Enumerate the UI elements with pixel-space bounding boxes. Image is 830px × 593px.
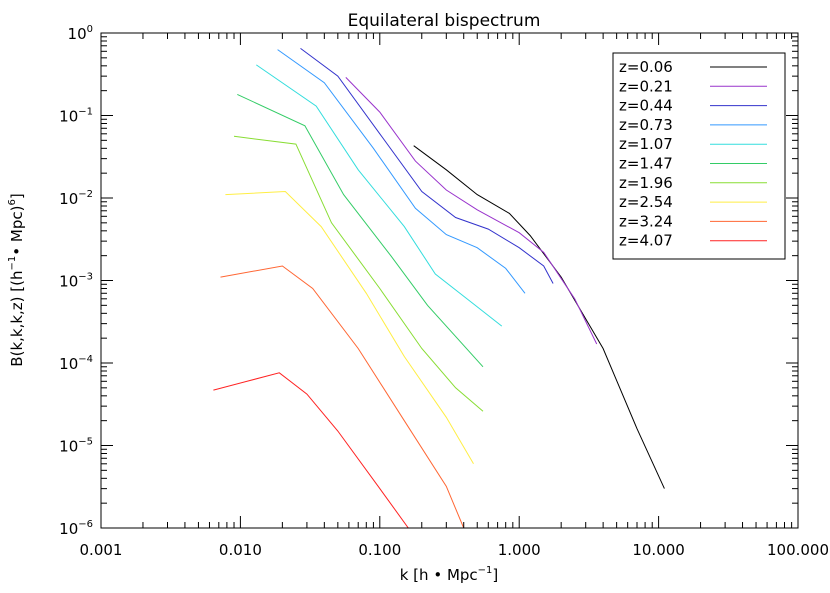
x-tick-label: 0.100 xyxy=(358,541,401,559)
series-line-9 xyxy=(213,372,409,528)
legend-label-8: z=3.24 xyxy=(619,212,673,230)
legend: z=0.06z=0.21 z=0.44z=0.73z=1.07 z=1.47z=1.… xyxy=(612,52,786,260)
legend-label-9: z=4.07 xyxy=(619,232,673,250)
legend-label-4: z=1.07 xyxy=(619,135,673,153)
x-tick-label: 100.000 xyxy=(767,541,829,559)
legend-label-3: z=0.73 xyxy=(619,116,673,134)
series-line-6 xyxy=(233,135,484,412)
series-line-2 xyxy=(300,47,554,284)
series-line-8 xyxy=(220,265,465,528)
series-line-4 xyxy=(256,64,503,327)
series-line-7 xyxy=(225,190,474,465)
x-tick-label: 10.000 xyxy=(632,541,685,559)
series-line-3 xyxy=(277,49,526,294)
y-tick-label: 10−1 xyxy=(59,107,93,126)
x-tick-label: 0.001 xyxy=(80,541,123,559)
legend-label-1: z=0.21 xyxy=(619,77,673,95)
series-line-5 xyxy=(237,93,484,368)
y-tick-label: 10−4 xyxy=(59,354,93,373)
legend-label-6: z=1.96 xyxy=(619,174,673,192)
x-tick-label: 1.000 xyxy=(498,541,541,559)
y-axis-label: B(k,k,k,z) [(h−1• Mpc)6] xyxy=(7,193,26,366)
legend-box xyxy=(612,52,786,260)
y-tick-label: 100 xyxy=(68,24,93,43)
legend-label-0: z=0.06 xyxy=(619,58,673,76)
series-line-0 xyxy=(413,145,665,489)
x-tick-label: 0.010 xyxy=(219,541,262,559)
y-tick-label: 10−3 xyxy=(59,272,93,291)
y-tick-label: 10−5 xyxy=(59,437,93,456)
legend-label-2: z=0.44 xyxy=(619,97,673,115)
chart-title: Equilateral bispectrum xyxy=(348,11,541,31)
y-tick-label: 10−2 xyxy=(59,189,93,208)
legend-label-7: z=2.54 xyxy=(619,193,673,211)
ticks-layer: 0.001 0.010 0.100 1.000 10.000 100.000 10−6 10−… xyxy=(59,24,829,559)
series-line-1 xyxy=(345,77,598,345)
legend-label-5: z=1.47 xyxy=(619,155,673,173)
y-tick-label: 10−6 xyxy=(59,519,93,538)
x-axis-label: k [h • Mpc−1] xyxy=(400,565,499,584)
series-layer xyxy=(213,47,665,528)
